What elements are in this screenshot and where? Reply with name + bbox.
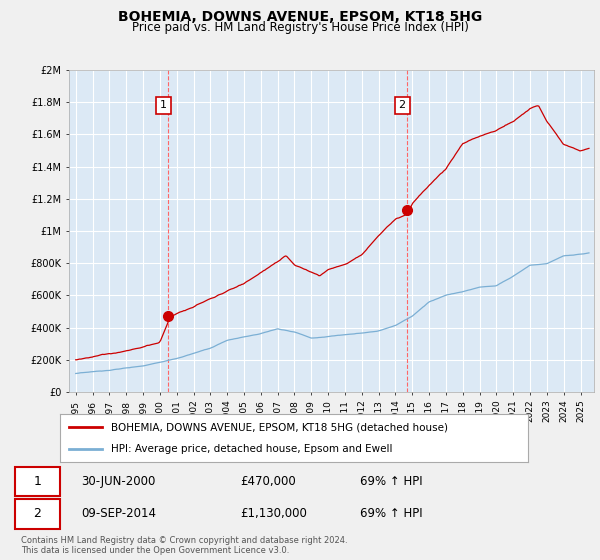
FancyBboxPatch shape: [15, 467, 60, 496]
Text: £1,130,000: £1,130,000: [240, 507, 307, 520]
Text: 69% ↑ HPI: 69% ↑ HPI: [360, 475, 422, 488]
Text: £470,000: £470,000: [240, 475, 296, 488]
Text: 09-SEP-2014: 09-SEP-2014: [81, 507, 156, 520]
FancyBboxPatch shape: [15, 500, 60, 529]
Text: 30-JUN-2000: 30-JUN-2000: [81, 475, 155, 488]
Text: BOHEMIA, DOWNS AVENUE, EPSOM, KT18 5HG: BOHEMIA, DOWNS AVENUE, EPSOM, KT18 5HG: [118, 10, 482, 24]
Text: 1: 1: [160, 100, 167, 110]
Text: Contains HM Land Registry data © Crown copyright and database right 2024.
This d: Contains HM Land Registry data © Crown c…: [21, 536, 347, 555]
Text: HPI: Average price, detached house, Epsom and Ewell: HPI: Average price, detached house, Epso…: [112, 444, 393, 454]
Text: 69% ↑ HPI: 69% ↑ HPI: [360, 507, 422, 520]
Text: BOHEMIA, DOWNS AVENUE, EPSOM, KT18 5HG (detached house): BOHEMIA, DOWNS AVENUE, EPSOM, KT18 5HG (…: [112, 422, 448, 432]
Text: Price paid vs. HM Land Registry's House Price Index (HPI): Price paid vs. HM Land Registry's House …: [131, 21, 469, 34]
Text: 1: 1: [33, 475, 41, 488]
Text: 2: 2: [33, 507, 41, 520]
Text: 2: 2: [398, 100, 406, 110]
